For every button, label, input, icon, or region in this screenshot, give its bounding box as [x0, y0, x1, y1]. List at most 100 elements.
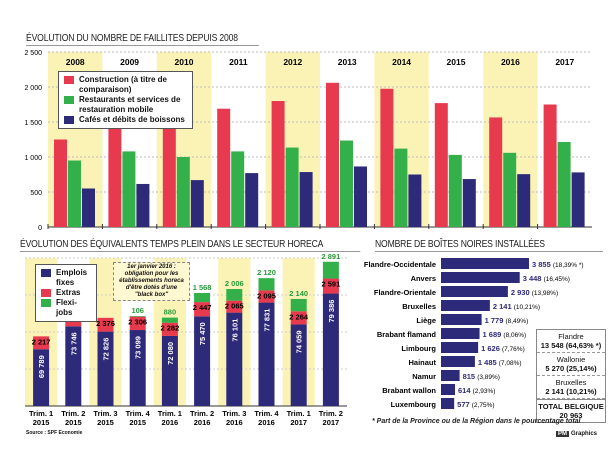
province-bar	[441, 286, 508, 297]
value-label-flexi: 880	[164, 308, 177, 317]
legend-item: Flexi-jobs	[41, 298, 91, 318]
quarter-year: 2015	[129, 418, 146, 427]
province-count: 3 855	[532, 260, 553, 269]
source-note: Source : SPF Economie	[26, 430, 83, 436]
value-label-fixes: 69 789	[37, 355, 46, 378]
province-label: Flandre-Occidentale	[364, 260, 436, 269]
value-label-fixes: 76 101	[230, 319, 239, 342]
province-value: 614 (2,93%)	[458, 386, 495, 395]
province-value: 3 855 (18,39% *)	[532, 260, 584, 269]
bar-cafes	[136, 183, 150, 227]
flandre-value: 13 548 (64,63% *)	[540, 341, 602, 350]
province-value: 1 779 (8,49%)	[485, 316, 529, 325]
bar-extras	[322, 278, 339, 294]
province-bar	[441, 398, 455, 409]
bruxelles-value: 2 141 (10,21%)	[545, 387, 597, 396]
province-pct: (16,45%)	[544, 276, 570, 283]
legend-item: Emplois fixes	[41, 268, 91, 288]
bar-emplois-fixes	[226, 312, 243, 406]
province-bar	[441, 356, 475, 367]
total-label: TOTAL BELGIQUE	[538, 402, 604, 411]
bar-cafes	[245, 173, 259, 227]
y-tick-label: 1 500	[24, 120, 42, 127]
footnote: * Part de la Province ou de la Région da…	[372, 418, 581, 425]
bar-construction	[489, 117, 503, 227]
bar-extras	[258, 290, 275, 303]
bar-flexi-jobs	[322, 261, 339, 279]
quarter-label: Trim. 1	[158, 409, 182, 418]
province-pct: (2,93%)	[473, 388, 496, 395]
province-pct: (3,89%)	[477, 374, 500, 381]
province-bar	[441, 384, 456, 395]
y-tick-label: 500	[30, 190, 42, 197]
value-label-extras: 2 591	[322, 280, 341, 289]
bar-flexi-jobs	[194, 292, 211, 303]
province-label: Liège	[416, 316, 436, 325]
year-label: 2017	[555, 57, 574, 67]
quarter-label: Trim. 4	[126, 409, 151, 418]
bar-restaurants	[503, 152, 517, 227]
province-bar	[441, 300, 490, 311]
bar-cafes	[82, 188, 95, 227]
value-label-fixes: 79 386	[327, 300, 336, 323]
legend-item: Construction (à titre de comparaison)	[64, 75, 187, 95]
province-count: 577	[457, 400, 472, 409]
bar-flexi-jobs	[258, 278, 275, 291]
quarter-year: 2016	[162, 418, 179, 427]
bar-flexi-jobs	[161, 317, 178, 323]
province-value: 1 626 (7,76%)	[481, 344, 525, 353]
value-label-fixes: 72 826	[102, 338, 111, 361]
bar-restaurants	[448, 154, 462, 227]
quarter-label: Trim. 2	[319, 409, 343, 418]
year-label: 2011	[229, 57, 248, 67]
black-box-annotation: 1er janvier 2016 : obligation pour les é…	[113, 262, 190, 301]
province-count: 1 485	[478, 358, 499, 367]
bar-restaurants	[340, 140, 353, 227]
bar-emplois-fixes	[129, 330, 146, 406]
value-label-fixes: 73 746	[69, 332, 78, 355]
province-count: 1 689	[483, 330, 504, 339]
bar-construction	[543, 104, 557, 227]
quarter-year: 2015	[65, 418, 82, 427]
credit-mark: PM	[556, 431, 569, 437]
bar-cafes	[571, 172, 585, 227]
credit-text: Graphics	[571, 431, 598, 437]
value-label-flexi: 2 006	[225, 279, 244, 288]
value-label-fixes: 77 831	[263, 309, 272, 332]
bar-restaurants	[231, 151, 245, 227]
bar-cafes	[517, 174, 531, 227]
legend-swatch	[64, 116, 74, 124]
bar-restaurants	[285, 147, 299, 227]
value-label-extras: 2 376	[96, 319, 115, 328]
value-label-fixes: 74 059	[295, 330, 304, 353]
value-label-fixes: 73 099	[134, 336, 143, 359]
province-pct: (7,76%)	[502, 346, 525, 353]
y-tick-label: 2 500	[24, 50, 42, 57]
quarter-label: Trim. 1	[29, 409, 53, 418]
province-bar	[441, 370, 460, 381]
year-label: 2016	[501, 57, 520, 67]
province-label: Limbourg	[401, 344, 436, 353]
bar-emplois-fixes	[33, 349, 50, 406]
legend-swatch	[41, 299, 51, 307]
province-pct: (10,21%)	[514, 304, 540, 311]
province-pct: (8,49%)	[505, 318, 528, 325]
province-pct: (13,98%)	[532, 290, 558, 297]
value-label-flexi: 1 568	[193, 283, 212, 292]
bar-emplois-fixes	[65, 326, 82, 406]
legend-swatch	[64, 76, 74, 84]
bar-extras	[33, 336, 50, 350]
bar-cafes	[354, 166, 367, 227]
quarter-label: Trim. 3	[93, 409, 117, 418]
value-label-fixes: 72 080	[166, 342, 175, 365]
province-label: Flandre-Orientale	[374, 288, 436, 297]
bar-restaurants	[394, 148, 408, 227]
quarter-label: Trim. 2	[61, 409, 85, 418]
legend-label: Extras	[56, 288, 81, 297]
province-value: 577 (2,75%)	[457, 400, 494, 409]
bar-cafes	[408, 174, 422, 227]
quarter-label: Trim. 4	[254, 409, 279, 418]
chart3-title: NOMBRE DE BOÎTES NOIRES INSTALLÉES	[375, 238, 603, 252]
value-label-extras: 2 264	[289, 312, 309, 321]
province-bar	[441, 258, 529, 269]
